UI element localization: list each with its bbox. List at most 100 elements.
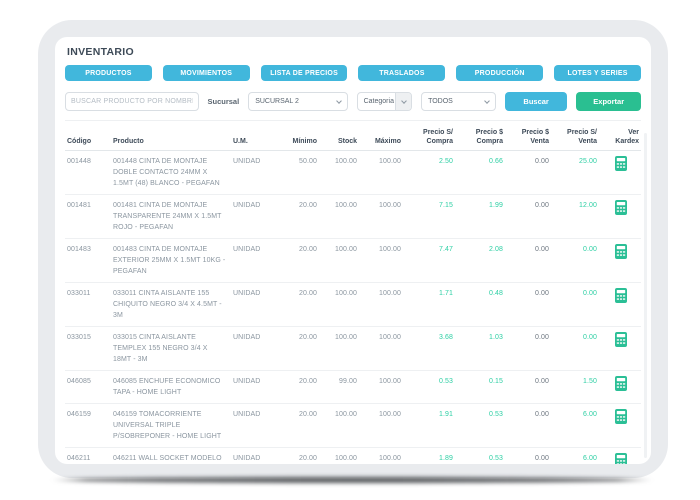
calculator-icon <box>615 156 627 171</box>
cell-precio-d-compra: 1.03 <box>488 334 503 341</box>
page-title: INVENTARIO <box>67 46 134 58</box>
table-row: 001483 001483 CINTA DE MONTAJE EXTERIOR … <box>65 239 641 283</box>
categoria-chevron-box <box>395 93 412 110</box>
tab-lista-de-precios[interactable]: LISTA DE PRECIOS <box>260 65 348 81</box>
tab-lotes-y-series[interactable]: LOTES Y SERIES <box>554 65 641 81</box>
cell-um: UNIDAD <box>233 455 261 462</box>
buscar-button[interactable]: Buscar <box>504 92 568 111</box>
cell-stock: 100.00 <box>334 202 357 209</box>
sucursal-label: Sucursal <box>207 97 240 106</box>
cell-precio-d-venta: 0.00 <box>534 411 549 418</box>
cell-um: UNIDAD <box>233 158 261 165</box>
kardex-button[interactable] <box>603 332 639 347</box>
table-row: 033011 033011 CINTA AISLANTE 155 CHIQUIT… <box>65 283 641 327</box>
cell-codigo: 046211 <box>67 455 91 462</box>
cell-precio-s-compra: 3.68 <box>438 334 453 341</box>
cell-precio-s-venta: 25.00 <box>578 158 597 165</box>
calculator-icon <box>615 244 627 259</box>
kardex-button[interactable] <box>603 244 639 259</box>
cell-minimo: 20.00 <box>298 246 317 253</box>
col-header-precio-d-compra: Precio $ Compra <box>475 129 503 145</box>
cell-minimo: 20.00 <box>298 202 317 209</box>
calculator-icon <box>615 376 627 391</box>
tab-traslados[interactable]: TRASLADOS <box>358 65 446 81</box>
cell-precio-s-compra: 0.53 <box>438 378 453 385</box>
cell-um: UNIDAD <box>233 290 261 297</box>
cell-maximo: 100.00 <box>378 158 401 165</box>
tab-productos[interactable]: PRODUCTOS <box>65 65 152 81</box>
cell-maximo: 100.00 <box>378 411 401 418</box>
cell-precio-d-compra: 0.53 <box>488 455 503 462</box>
table-row: 046159 046159 TOMACORRIENTE UNIVERSAL TR… <box>65 404 641 448</box>
cell-precio-d-venta: 0.00 <box>534 202 549 209</box>
categoria-value-select-value: TODOS <box>428 98 453 105</box>
tab-movimientos[interactable]: MOVIMIENTOS <box>162 65 250 81</box>
col-header-codigo: Código <box>67 138 92 145</box>
kardex-button[interactable] <box>603 156 639 171</box>
cell-precio-d-compra: 0.53 <box>488 411 503 418</box>
cell-minimo: 20.00 <box>298 290 317 297</box>
cell-maximo: 100.00 <box>378 290 401 297</box>
search-input[interactable] <box>65 92 199 111</box>
sucursal-select[interactable]: SUCURSAL 2 <box>248 92 348 111</box>
cell-precio-d-venta: 0.00 <box>534 455 549 462</box>
col-header-um: U.M. <box>233 138 248 145</box>
categoria-value-select[interactable]: TODOS <box>421 92 496 111</box>
col-header-precio-d-venta: Precio $ Venta <box>521 129 549 145</box>
cell-precio-s-compra: 7.15 <box>438 202 453 209</box>
cell-maximo: 100.00 <box>378 246 401 253</box>
cell-producto: 001448 CINTA DE MONTAJE DOBLE CONTACTO 2… <box>113 158 220 187</box>
table-body: 001448 001448 CINTA DE MONTAJE DOBLE CON… <box>65 151 641 464</box>
cell-codigo: 033011 <box>67 290 91 297</box>
inventory-table: Código Producto U.M. Mínimo Stock Máximo… <box>65 120 641 464</box>
cell-precio-d-compra: 2.08 <box>488 246 503 253</box>
cell-precio-s-venta: 0.00 <box>582 334 597 341</box>
table-row: 001481 001481 CINTA DE MONTAJE TRANSPARE… <box>65 195 641 239</box>
cell-codigo: 001481 <box>67 202 91 209</box>
tab-produccion[interactable]: PRODUCCIÓN <box>456 65 544 81</box>
cell-stock: 100.00 <box>334 158 357 165</box>
cell-precio-d-venta: 0.00 <box>534 334 549 341</box>
kardex-button[interactable] <box>603 376 639 391</box>
cell-precio-s-venta: 6.00 <box>582 411 597 418</box>
cell-producto: 001483 CINTA DE MONTAJE EXTERIOR 25MM X … <box>113 246 226 275</box>
cell-precio-s-venta: 6.00 <box>582 455 597 462</box>
table-row: 001448 001448 CINTA DE MONTAJE DOBLE CON… <box>65 151 641 195</box>
cell-maximo: 100.00 <box>378 334 401 341</box>
vertical-scrollbar[interactable] <box>644 133 647 458</box>
cell-stock: 100.00 <box>334 290 357 297</box>
kardex-button[interactable] <box>603 288 639 303</box>
table-row: 046211 046211 WALL SOCKET MODELO OVAL - … <box>65 448 641 464</box>
kardex-button[interactable] <box>603 200 639 215</box>
exportar-button[interactable]: Exportar <box>576 92 641 111</box>
chevron-down-icon <box>335 97 342 104</box>
app-screen: INVENTARIO PRODUCTOS MOVIMIENTOS LISTA D… <box>55 37 651 464</box>
cell-precio-d-compra: 0.15 <box>488 378 503 385</box>
cell-producto: 033011 CINTA AISLANTE 155 CHIQUITO NEGRO… <box>113 290 222 319</box>
device-frame: INVENTARIO PRODUCTOS MOVIMIENTOS LISTA D… <box>38 20 668 478</box>
cell-codigo: 046159 <box>67 411 91 418</box>
categoria-select-label: Categoria <box>363 98 394 105</box>
cell-codigo: 001448 <box>67 158 91 165</box>
chevron-down-icon <box>483 97 490 104</box>
kardex-button[interactable] <box>603 409 639 424</box>
calculator-icon <box>615 409 627 424</box>
cell-precio-s-venta: 0.00 <box>582 246 597 253</box>
cell-stock: 100.00 <box>334 455 357 462</box>
col-header-precio-s-compra: Precio S/ Compra <box>423 129 453 145</box>
cell-producto: 033015 CINTA AISLANTE TEMPLEX 155 NEGRO … <box>113 334 208 363</box>
cell-um: UNIDAD <box>233 202 261 209</box>
categoria-select[interactable]: Categoria <box>356 92 413 111</box>
cell-stock: 100.00 <box>334 334 357 341</box>
cell-um: UNIDAD <box>233 246 261 253</box>
chevron-down-icon <box>400 97 407 104</box>
cell-precio-s-compra: 2.50 <box>438 158 453 165</box>
cell-precio-s-venta: 1.50 <box>582 378 597 385</box>
kardex-button[interactable] <box>603 453 639 464</box>
sucursal-select-value: SUCURSAL 2 <box>255 98 299 105</box>
col-header-ver-kardex: Ver Kardex <box>615 129 639 145</box>
cell-codigo: 001483 <box>67 246 91 253</box>
cell-codigo: 033015 <box>67 334 91 341</box>
cell-codigo: 046085 <box>67 378 91 385</box>
cell-minimo: 50.00 <box>298 158 317 165</box>
